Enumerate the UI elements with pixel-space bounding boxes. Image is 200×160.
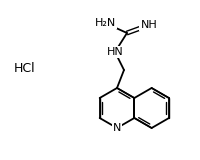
Text: N: N <box>113 123 121 133</box>
Text: H₂N: H₂N <box>94 18 116 28</box>
Text: HN: HN <box>107 47 123 57</box>
Text: HCl: HCl <box>14 61 36 75</box>
Text: NH: NH <box>141 20 157 30</box>
